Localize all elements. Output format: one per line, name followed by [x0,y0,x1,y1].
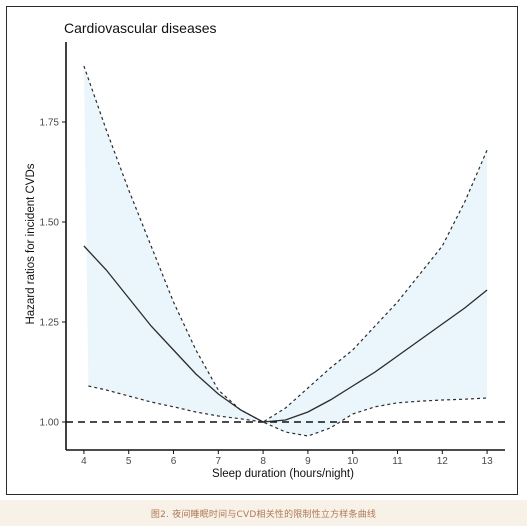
x-tick-label: 5 [126,456,132,467]
x-tick-label: 10 [347,456,359,467]
x-tick-label: 11 [392,456,403,467]
figure-caption: 图2. 夜间睡眠时间与CVD相关性的限制性立方样条曲线 [150,509,377,520]
x-tick-label: 4 [81,456,87,467]
y-tick-label: 1.25 [40,318,60,329]
ci-band [83,66,488,436]
caption-bar: 图2. 夜间睡眠时间与CVD相关性的限制性立方样条曲线 [0,500,527,526]
x-tick-label: 9 [305,456,311,467]
x-tick-label: 7 [216,456,222,467]
y-axis-label: Hazard ratios for incident CVDs [25,163,37,324]
x-tick-label: 13 [482,456,494,467]
x-tick-label: 8 [260,456,266,467]
lower-ci-line [88,385,488,437]
y-tick-label: 1.50 [40,218,60,229]
y-tick-label: 1.75 [40,118,60,129]
chart-title: Cardiovascular diseases [64,20,217,36]
x-tick-label: 12 [437,456,449,467]
estimate-line [83,245,488,423]
spline-chart: 4 5 6 7 8 9 10 11 12 13 1.00 1.25 1.50 1.75 Cardiovas… [25,20,505,480]
y-tick-label: 1.00 [40,418,60,429]
upper-ci-line [83,65,488,423]
x-tick-label: 6 [171,456,177,467]
x-axis-label: Sleep duration (hours/night) [212,468,354,480]
